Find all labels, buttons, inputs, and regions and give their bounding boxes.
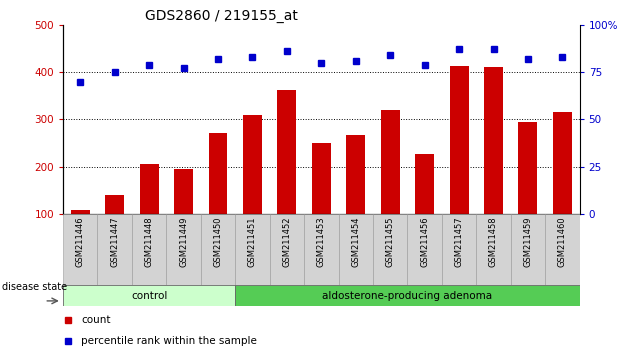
Bar [442,214,476,285]
Bar [235,214,270,285]
Bar [518,122,537,214]
Text: GSM211451: GSM211451 [248,216,257,267]
Text: GSM211454: GSM211454 [352,216,360,267]
Text: control: control [131,291,168,301]
Text: GSM211450: GSM211450 [214,216,222,267]
Text: GSM211452: GSM211452 [282,216,291,267]
Bar [312,143,331,214]
Text: GDS2860 / 219155_at: GDS2860 / 219155_at [145,9,298,23]
Bar [277,90,296,214]
Bar [201,214,235,285]
Bar [545,214,580,285]
Bar [381,110,399,214]
Bar [140,164,159,214]
Text: GSM211457: GSM211457 [455,216,464,267]
Bar [408,214,442,285]
Bar [270,214,304,285]
Text: GSM211456: GSM211456 [420,216,429,267]
Bar [346,135,365,214]
Bar [98,214,132,285]
Bar [304,214,338,285]
Text: GSM211460: GSM211460 [558,216,567,267]
Text: aldosterone-producing adenoma: aldosterone-producing adenoma [323,291,493,301]
Bar [338,214,373,285]
Bar [71,210,89,214]
Bar [511,214,545,285]
Bar [63,285,235,306]
Text: GSM211447: GSM211447 [110,216,119,267]
Bar [235,285,580,306]
Bar [166,214,201,285]
Text: GSM211453: GSM211453 [317,216,326,267]
Text: GSM211449: GSM211449 [179,216,188,267]
Bar [174,169,193,214]
Bar [63,214,98,285]
Text: count: count [81,315,111,325]
Bar [209,133,227,214]
Text: GSM211458: GSM211458 [489,216,498,267]
Bar [105,195,124,214]
Bar [132,214,166,285]
Text: GSM211448: GSM211448 [145,216,154,267]
Text: percentile rank within the sample: percentile rank within the sample [81,336,257,346]
Text: GSM211446: GSM211446 [76,216,84,267]
Bar [243,115,262,214]
Bar [484,67,503,214]
Bar [373,214,408,285]
Bar [553,112,572,214]
Bar [415,154,434,214]
Text: GSM211459: GSM211459 [524,216,532,267]
Bar [450,67,469,214]
Text: disease state: disease state [2,282,67,292]
Text: GSM211455: GSM211455 [386,216,394,267]
Bar [476,214,511,285]
